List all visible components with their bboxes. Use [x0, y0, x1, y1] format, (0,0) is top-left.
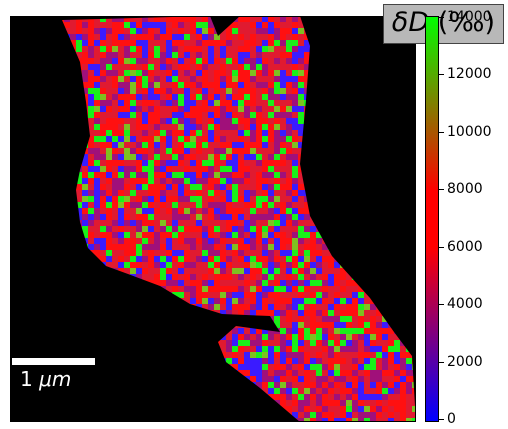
quantity-unit: (‰): [437, 7, 495, 38]
colorbar-tick-label: 0: [447, 411, 456, 427]
colorbar-tick-label: 10000: [447, 123, 492, 140]
colorbar-tick: [439, 304, 444, 306]
colorbar-tick: [439, 246, 444, 248]
colorbar-tick: [439, 189, 444, 191]
colorbar: [425, 16, 439, 422]
quantity-symbol: δD: [391, 7, 430, 38]
scale-bar: [12, 358, 95, 365]
colorbar-tick-label: 4000: [447, 296, 483, 313]
colorbar-tick: [439, 74, 444, 76]
colorbar-tick: [439, 17, 444, 18]
scale-bar-label: 1 μm: [20, 367, 71, 391]
colorbar-tick-label: 2000: [447, 353, 483, 370]
scale-bar-value: 1: [20, 367, 33, 391]
colorbar-tick-label: 6000: [447, 238, 483, 255]
isotope-map: [10, 16, 416, 422]
colorbar-tick: [439, 419, 444, 420]
colorbar-tick-label: 8000: [447, 181, 483, 198]
isotope-map-image: [62, 16, 416, 422]
scale-bar-unit: μm: [39, 367, 72, 391]
colorbar-tick-label: 14000: [447, 9, 492, 25]
colorbar-tick: [439, 361, 444, 363]
colorbar-tick: [439, 131, 444, 133]
colorbar-tick-label: 12000: [447, 66, 492, 83]
quantity-label: δD (‰): [382, 4, 504, 44]
